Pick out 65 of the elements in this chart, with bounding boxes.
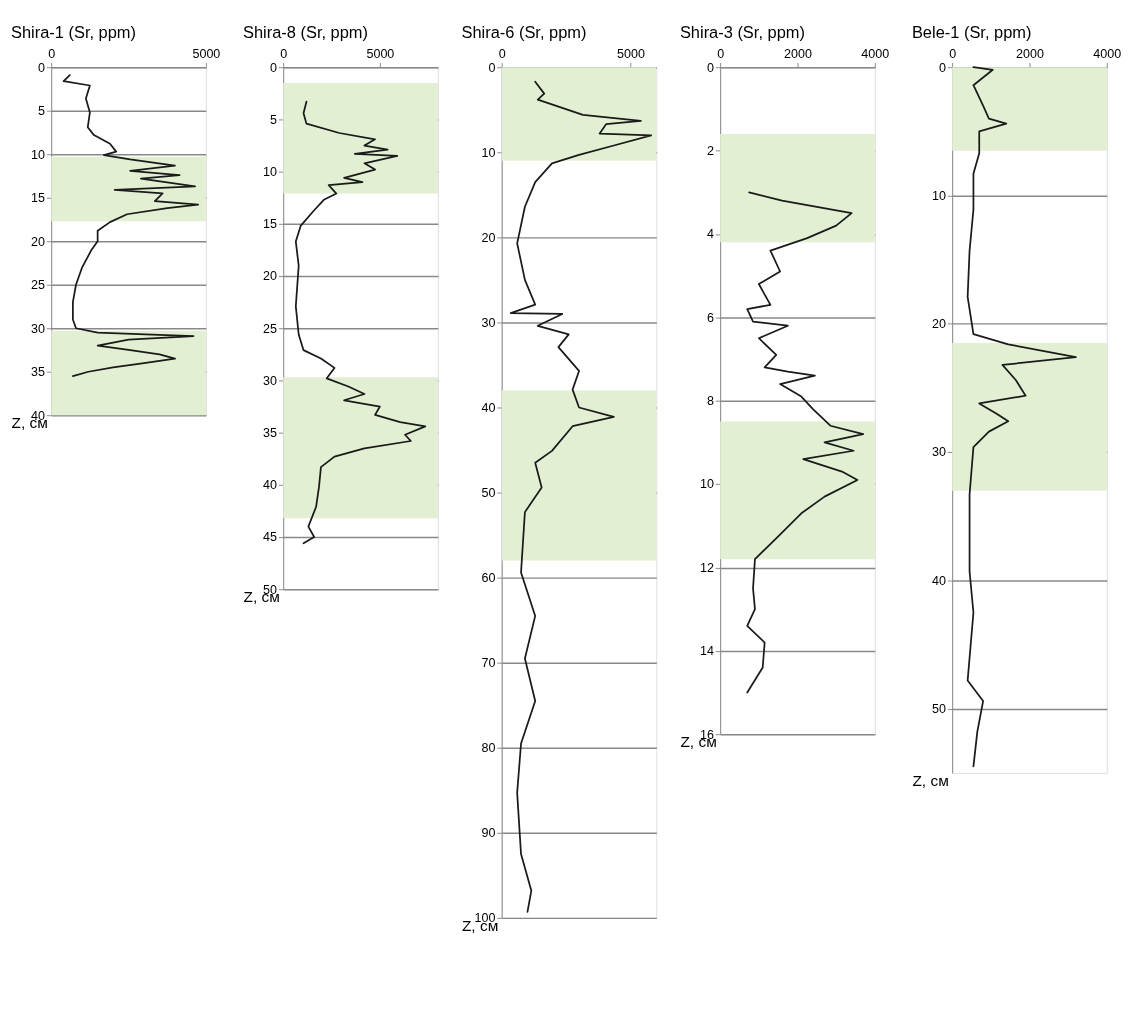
y-tick-label: 80 [481, 741, 496, 756]
y-tick-label: 10 [30, 147, 45, 162]
line-series [294, 100, 427, 545]
x-tick-label: 5000 [192, 47, 221, 62]
y-tick-label: 40 [931, 573, 946, 588]
y-tick-label: 20 [931, 317, 946, 332]
y-tick-label: 30 [481, 315, 496, 330]
chart-title: Shira-3 (Sr, ppm) [679, 23, 805, 42]
x-tick-label: 0 [717, 47, 725, 62]
y-tick-label: 50 [481, 485, 496, 500]
y-tick-label: 20 [262, 269, 277, 284]
y-tick-label: 10 [931, 188, 946, 203]
y-tick-label: 0 [938, 60, 946, 75]
y-tick-label: 20 [30, 234, 45, 249]
x-tick-label: 5000 [366, 47, 395, 62]
y-tick-label: 30 [931, 445, 946, 460]
y-tick-label: 50 [931, 702, 946, 717]
chart-title: Shira-1 (Sr, ppm) [10, 23, 136, 42]
chart-title: Shira-6 (Sr, ppm) [461, 23, 587, 42]
y-tick-label: 6 [706, 310, 714, 325]
x-tick-label: 0 [48, 47, 56, 62]
y-tick-label: 60 [481, 570, 496, 585]
y-tick-label: 14 [699, 644, 714, 659]
y-tick-label: 20 [481, 230, 496, 245]
x-tick-label: 2000 [784, 47, 812, 62]
y-tick-label: 5 [269, 112, 277, 127]
y-tick-label: 45 [262, 530, 277, 545]
y-tick-label: 35 [262, 425, 277, 440]
x-tick-label: 4000 [1093, 47, 1122, 62]
y-tick-label: 0 [37, 60, 45, 75]
y-tick-label: 10 [699, 477, 714, 492]
line-series [62, 74, 200, 377]
y-tick-label: 12 [699, 560, 714, 575]
y-tick-label: 15 [262, 217, 277, 232]
x-tick-label: 5000 [617, 47, 646, 62]
y-tick-label: 10 [481, 145, 496, 160]
y-tick-label: 5 [37, 104, 45, 119]
y-tick-label: 10 [262, 164, 277, 179]
x-tick-label: 0 [280, 47, 288, 62]
line-series [966, 66, 1077, 768]
y-tick-label: 30 [30, 321, 45, 336]
y-tick-label: 15 [30, 191, 45, 206]
x-tick-label: 0 [498, 47, 506, 62]
x-tick-label: 0 [949, 47, 957, 62]
y-tick-label: 25 [30, 278, 45, 293]
y-tick-label: 90 [481, 826, 496, 841]
y-tick-label: 40 [481, 400, 496, 415]
x-tick-label: 2000 [1016, 47, 1044, 62]
y-tick-label: 2 [706, 143, 714, 158]
y-tick-label: 30 [262, 373, 277, 388]
y-tick-label: 0 [488, 60, 496, 75]
y-tick-label: 4 [706, 227, 714, 242]
y-axis-title: Z, см [912, 771, 949, 789]
y-tick-label: 0 [269, 60, 277, 75]
x-tick-label: 4000 [861, 47, 890, 62]
chart-title: Shira-8 (Sr, ppm) [242, 23, 368, 42]
line-series [509, 80, 653, 913]
y-tick-label: 0 [706, 60, 714, 75]
y-tick-label: 35 [30, 365, 45, 380]
chart-title: Bele-1 (Sr, ppm) [911, 23, 1032, 42]
y-tick-label: 70 [481, 656, 496, 671]
y-tick-label: 40 [262, 478, 277, 493]
y-tick-label: 25 [262, 321, 277, 336]
y-tick-label: 8 [706, 394, 714, 409]
line-series [746, 191, 865, 694]
